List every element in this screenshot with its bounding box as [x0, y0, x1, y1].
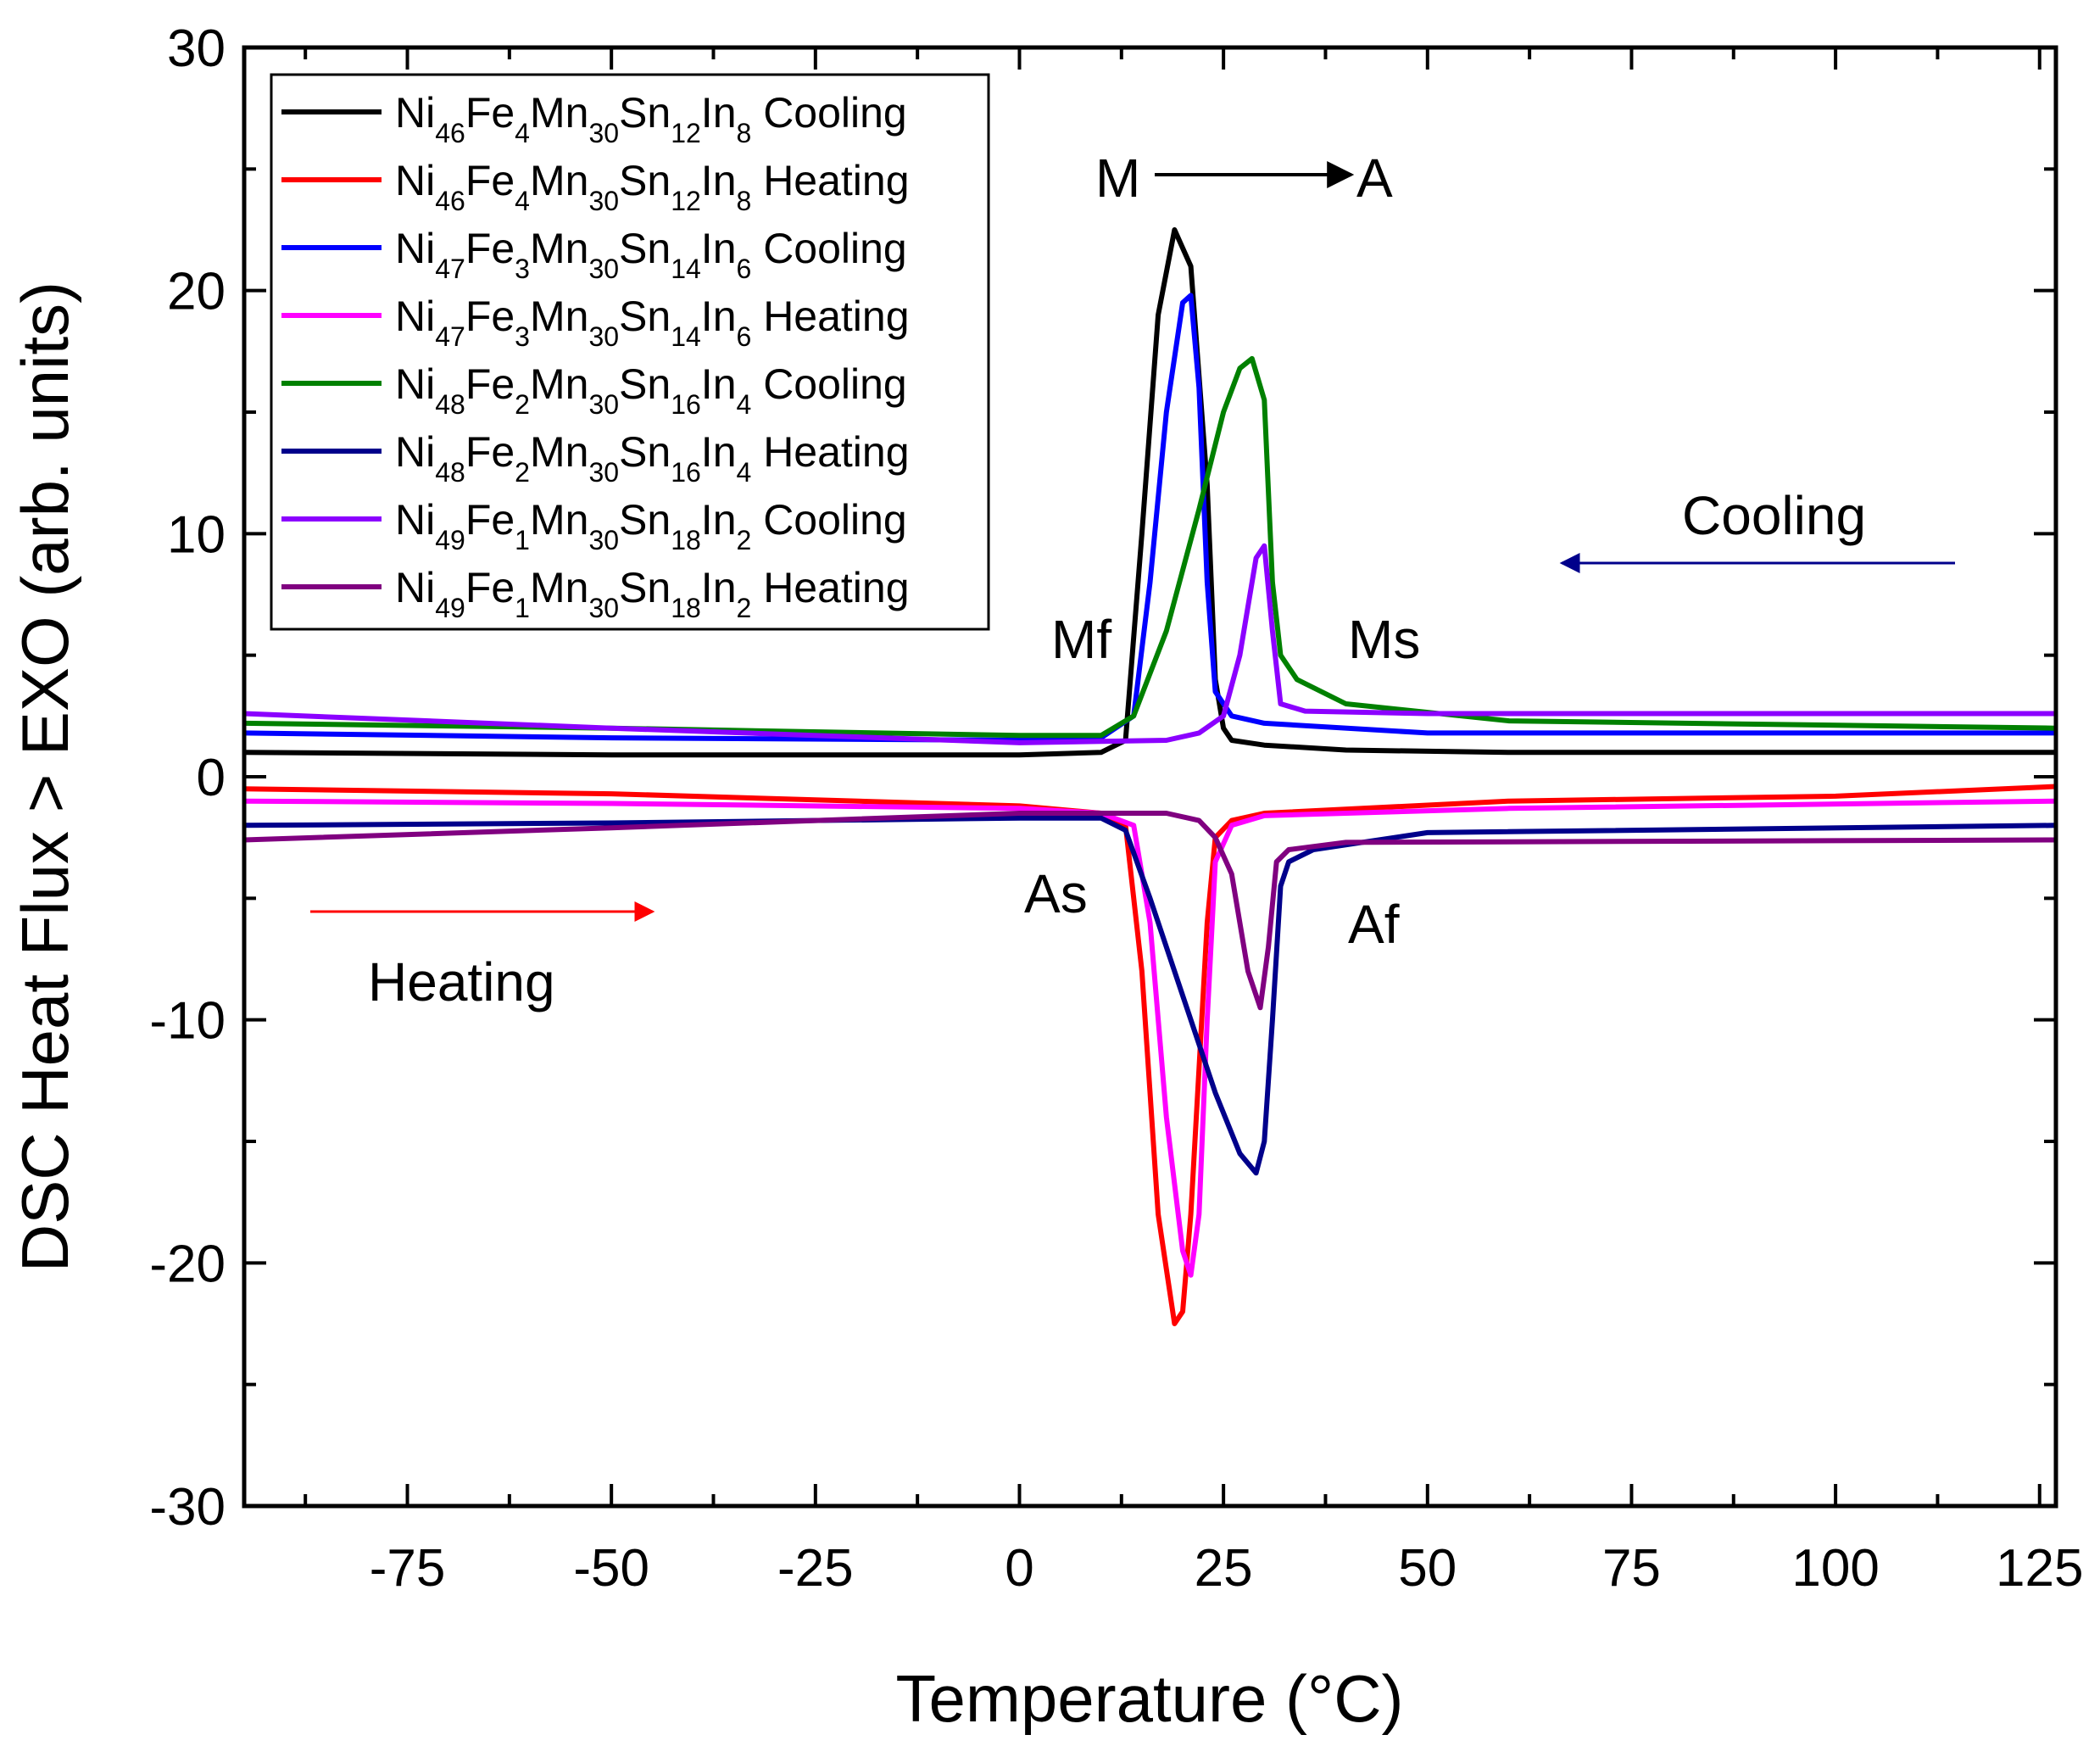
series-line-6	[244, 815, 2056, 1176]
series-line-4	[244, 798, 2056, 1278]
x-tick-label: 125	[1996, 1539, 2083, 1598]
annotation-cooling: Cooling	[1682, 485, 1866, 546]
x-axis-title: Temperature (°C)	[895, 1661, 1403, 1736]
y-tick-label: 30	[167, 20, 226, 78]
y-axis-title: DSC Heat Flux > EXO (arb. units)	[8, 282, 82, 1272]
series-line-3	[244, 293, 2056, 743]
legend-label-2: Ni46Fe4Mn30Sn12In8 Heating	[395, 157, 910, 216]
y-axis: -30 -20 -10 0 10 20 30	[149, 20, 2056, 1537]
annotation-af: Af	[1348, 894, 1400, 955]
x-tick-label: -50	[573, 1539, 649, 1598]
legend-label-6: Ni48Fe2Mn30Sn16In4 Heating	[395, 428, 910, 488]
annotation-m: M	[1095, 148, 1140, 209]
annotation-ms: Ms	[1348, 609, 1420, 670]
legend-box	[270, 73, 990, 631]
annotations: M A Mf Ms As Af Cooling Heating	[310, 148, 1955, 1012]
x-tick-label: 25	[1195, 1539, 1253, 1598]
x-tick-label: 75	[1602, 1539, 1661, 1598]
y-tick-label: 10	[167, 505, 226, 564]
legend-label-8: Ni49Fe1Mn30Sn18In2 Heating	[395, 564, 910, 623]
y-tick-label: 0	[197, 749, 226, 807]
y-tick-label: 20	[167, 263, 226, 321]
x-tick-label: 50	[1398, 1539, 1457, 1598]
series-line-5	[244, 355, 2056, 739]
legend-label-1: Ni46Fe4Mn30Sn12In8 Cooling	[395, 89, 907, 148]
legend-label-4: Ni47Fe3Mn30Sn14In6 Heating	[395, 293, 910, 352]
x-tick-label: -75	[370, 1539, 446, 1598]
annotation-as: As	[1024, 863, 1088, 924]
legend-label-7: Ni49Fe1Mn30Sn18In2 Cooling	[395, 496, 907, 555]
y-tick-label: -10	[149, 992, 226, 1051]
legend-label-3: Ni47Fe3Mn30Sn14In6 Cooling	[395, 225, 907, 284]
series-line-1	[244, 227, 2056, 758]
x-axis: -75 -50 -25 0 25 50 75 100 125	[304, 47, 2083, 1598]
legend: Ni46Fe4Mn30Sn12In8 Cooling Ni46Fe4Mn30Sn1…	[270, 73, 990, 631]
x-tick-label: -25	[777, 1539, 854, 1598]
x-tick-label: 100	[1791, 1539, 1879, 1598]
y-tick-label: -20	[149, 1235, 226, 1293]
y-tick-label: -30	[149, 1478, 226, 1537]
series-line-7	[244, 543, 2056, 745]
annotation-heating: Heating	[368, 951, 555, 1012]
series-line-8	[244, 811, 2056, 1011]
series-line-2	[244, 784, 2056, 1326]
series-layer	[244, 227, 2056, 1326]
legend-label-5: Ni48Fe2Mn30Sn16In4 Cooling	[395, 360, 907, 420]
annotation-mf: Mf	[1051, 609, 1111, 670]
annotation-a: A	[1356, 148, 1393, 209]
x-tick-label: 0	[1005, 1539, 1033, 1598]
